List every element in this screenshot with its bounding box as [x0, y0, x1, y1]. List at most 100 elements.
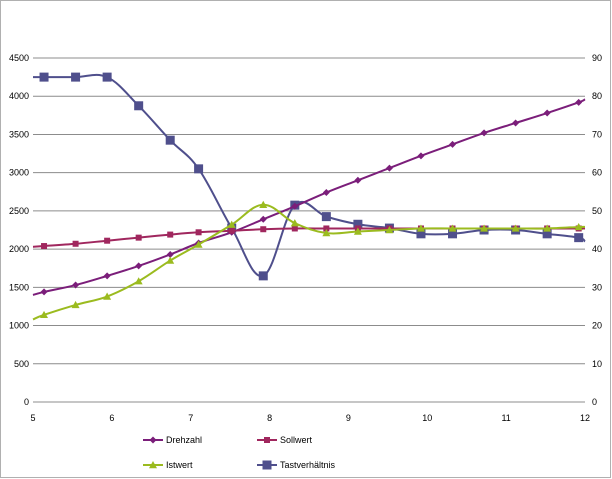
y2-tick-label: 50 — [592, 206, 602, 216]
y-tick-label: 3500 — [9, 129, 29, 139]
legend-marker — [149, 461, 157, 469]
data-point — [165, 135, 175, 145]
data-point — [135, 262, 143, 270]
data-point — [103, 292, 112, 300]
data-point — [227, 220, 236, 228]
data-point — [258, 271, 268, 281]
data-point — [448, 229, 458, 239]
legend-marker — [149, 436, 157, 444]
y-tick-label: 0 — [24, 397, 29, 407]
data-point — [321, 212, 331, 222]
x-axis-tick-labels: 5 6 7 8 9 10 11 12 — [30, 413, 590, 423]
data-point — [71, 72, 81, 82]
series-2 — [32, 200, 586, 321]
data-point — [228, 227, 235, 234]
data-point — [41, 243, 48, 250]
legend-label: Sollwert — [280, 435, 313, 445]
y-axis-right-tick-labels: 0 10 20 30 40 50 60 70 80 90 — [592, 53, 602, 407]
y-tick-label: 4500 — [9, 53, 29, 63]
data-point — [385, 164, 393, 172]
data-point — [353, 227, 362, 235]
legend-label: Istwert — [166, 460, 193, 470]
data-point — [417, 152, 425, 160]
data-point — [102, 72, 112, 82]
data-point — [39, 72, 49, 82]
data-point — [416, 229, 426, 239]
legend-item: Istwert — [143, 460, 193, 470]
series-0 — [32, 98, 586, 296]
legend-marker — [262, 460, 272, 470]
data-point — [72, 281, 80, 289]
y2-tick-label: 70 — [592, 129, 602, 139]
data-point — [449, 140, 457, 148]
data-point — [354, 176, 362, 184]
data-point — [574, 233, 584, 243]
y2-tick-label: 40 — [592, 244, 602, 254]
data-point — [260, 226, 267, 233]
legend-marker — [264, 437, 270, 443]
data-point — [511, 224, 520, 232]
data-point — [166, 256, 175, 264]
data-point — [72, 240, 79, 247]
data-point — [40, 288, 48, 296]
gridlines — [33, 57, 585, 403]
data-point — [512, 119, 520, 127]
data-point — [166, 250, 174, 258]
y2-tick-label: 30 — [592, 282, 602, 292]
data-point — [323, 225, 330, 232]
data-point — [103, 272, 111, 280]
x-tick-label: 6 — [109, 413, 114, 423]
y2-tick-label: 90 — [592, 53, 602, 63]
y2-tick-label: 20 — [592, 321, 602, 331]
data-point — [322, 189, 330, 197]
series-line — [32, 203, 586, 321]
legend-label: Tastverhältnis — [280, 460, 336, 470]
data-point — [259, 215, 267, 223]
y-tick-label: 2500 — [9, 206, 29, 216]
data-point — [543, 109, 551, 117]
series-line — [32, 227, 585, 248]
data-point — [135, 234, 142, 241]
data-point — [416, 224, 425, 232]
data-point — [71, 300, 80, 309]
y2-tick-label: 10 — [592, 359, 602, 369]
series-layer — [32, 72, 586, 321]
data-point — [543, 224, 552, 232]
data-point — [104, 237, 111, 244]
y-tick-label: 500 — [14, 359, 29, 369]
x-tick-label: 10 — [422, 413, 432, 423]
y-axis-left-tick-labels: 0 500 1000 1500 2000 2500 3000 3500 4000 4500 — [9, 53, 29, 407]
y2-tick-label: 80 — [592, 91, 602, 101]
data-point — [134, 101, 144, 111]
legend: Drehzahl Sollwert Istwert Tastverhältnis — [143, 435, 336, 470]
data-point — [167, 231, 174, 238]
data-point — [448, 224, 457, 232]
data-point — [290, 219, 299, 227]
data-point — [291, 202, 299, 210]
data-point — [480, 224, 489, 232]
y-tick-label: 2000 — [9, 244, 29, 254]
legend-item: Tastverhältnis — [257, 460, 336, 470]
data-point — [574, 222, 583, 231]
y-tick-label: 1000 — [9, 321, 29, 331]
data-point — [194, 240, 203, 248]
legend-item: Drehzahl — [143, 435, 202, 445]
x-tick-label: 9 — [346, 413, 351, 423]
series-line — [32, 98, 586, 296]
x-tick-label: 12 — [580, 413, 590, 423]
data-point — [542, 229, 552, 239]
x-tick-label: 7 — [188, 413, 193, 423]
data-point — [575, 98, 583, 106]
data-point — [259, 200, 268, 208]
data-point — [291, 225, 298, 232]
data-point — [480, 129, 488, 137]
x-tick-label: 11 — [501, 413, 510, 423]
series-line — [33, 73, 586, 277]
data-point — [194, 164, 204, 174]
y-tick-label: 1500 — [9, 282, 29, 292]
y-tick-label: 3000 — [9, 168, 29, 178]
y2-tick-label: 60 — [592, 168, 602, 178]
y-tick-label: 4000 — [9, 91, 29, 101]
data-point — [195, 229, 202, 236]
